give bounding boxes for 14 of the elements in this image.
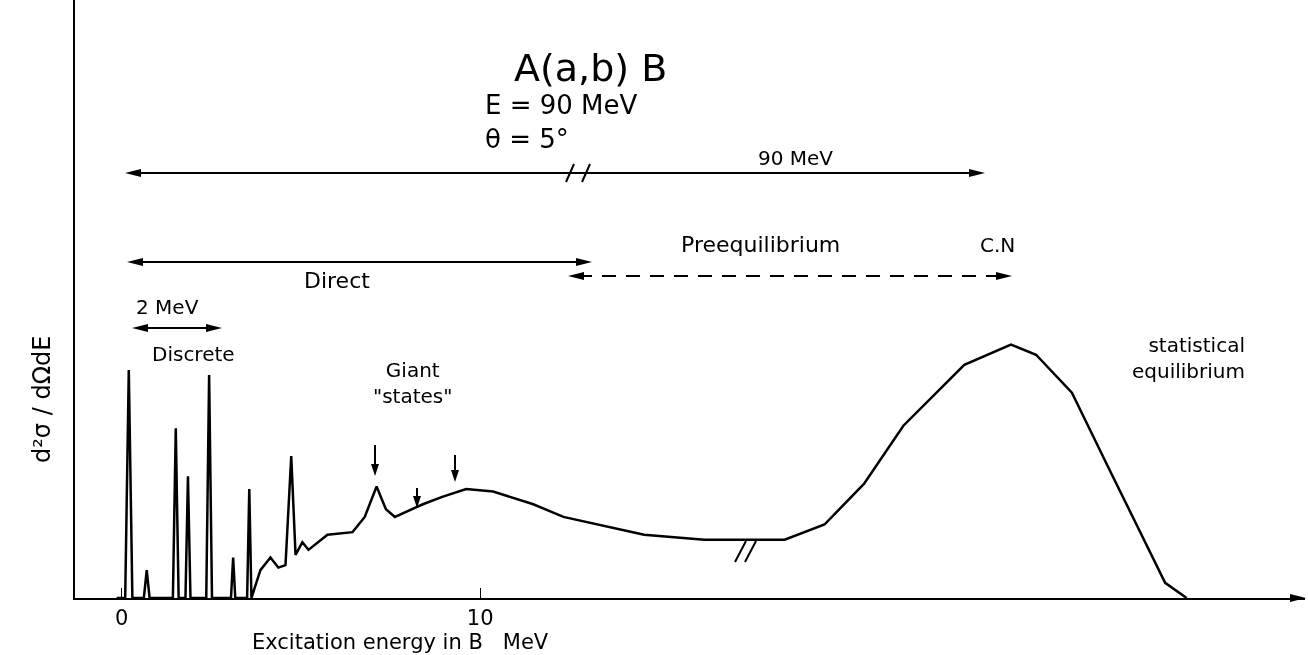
annotation: Discrete bbox=[152, 342, 235, 366]
y-axis-title: d²σ / dΩdE bbox=[28, 335, 56, 463]
chart-title: A(a,b) B bbox=[514, 46, 668, 90]
text: Direct bbox=[304, 268, 371, 293]
chart-subtitle: E = 90 MeV θ = 5° bbox=[485, 90, 638, 154]
text: 2 MeV bbox=[136, 295, 199, 319]
text: Preequilibrium bbox=[681, 232, 841, 257]
annotation: Giant "states" bbox=[373, 358, 453, 408]
x-tick-label: 0 bbox=[114, 606, 129, 631]
annotation: statistical equilibrium bbox=[1132, 333, 1245, 383]
text: 90 MeV bbox=[758, 146, 834, 170]
text: C.N bbox=[980, 233, 1016, 257]
x-tick-label: 10 bbox=[466, 606, 494, 631]
x-axis-title: Excitation energy in B MeV bbox=[252, 630, 549, 654]
